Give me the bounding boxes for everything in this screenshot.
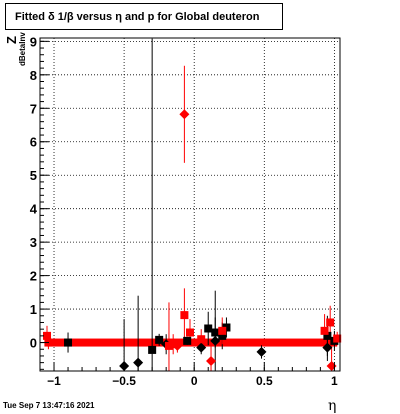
diamond-marker bbox=[210, 335, 221, 346]
square-marker bbox=[64, 338, 73, 347]
square-marker bbox=[197, 335, 206, 344]
square-marker bbox=[320, 326, 329, 335]
diamond-marker bbox=[322, 342, 333, 353]
error-bars bbox=[46, 38, 338, 371]
square-marker bbox=[222, 323, 231, 332]
square-marker bbox=[333, 334, 342, 343]
x-tick-label: 0 bbox=[191, 374, 198, 388]
square-marker bbox=[169, 340, 178, 349]
diamond-marker bbox=[179, 109, 190, 120]
diamond-marker bbox=[133, 357, 144, 368]
y-tick-label: 0 bbox=[30, 336, 37, 351]
square-marker bbox=[218, 331, 227, 340]
y-tick-label: 1 bbox=[30, 302, 37, 317]
square-marker bbox=[183, 336, 192, 345]
y-tick-label: 5 bbox=[30, 168, 37, 183]
x-axis-label: η bbox=[328, 398, 337, 414]
square-marker bbox=[148, 345, 157, 354]
square-marker bbox=[218, 326, 227, 335]
diamond-marker bbox=[326, 360, 337, 371]
x-tick-label: 0.5 bbox=[256, 374, 273, 388]
plot-frame bbox=[39, 37, 341, 372]
square-marker bbox=[164, 341, 173, 350]
y-tick-label: 7 bbox=[30, 101, 37, 116]
x-tick-label: 1 bbox=[331, 374, 338, 388]
square-marker bbox=[211, 328, 220, 337]
y-tick-label: 8 bbox=[30, 68, 37, 83]
square-marker bbox=[186, 328, 194, 337]
diamond-marker bbox=[256, 346, 267, 357]
y-tick-label: 2 bbox=[30, 269, 37, 284]
square-marker bbox=[43, 331, 52, 340]
y-axis: 0 1 2 3 4 5 6 7 8 9 bbox=[30, 34, 49, 370]
y-tick-label: 6 bbox=[30, 135, 37, 150]
plot-title: Fitted δ 1/β versus η and p for Global d… bbox=[5, 3, 283, 30]
square-marker bbox=[326, 318, 335, 327]
x-tick-label: −0.5 bbox=[112, 374, 136, 388]
datestamp: Tue Sep 7 13:47:16 2021 bbox=[3, 401, 95, 410]
y-tick-label: 9 bbox=[30, 34, 37, 49]
y-axis-label-subscript: dBetaInv bbox=[18, 32, 27, 66]
diamond-marker bbox=[196, 342, 207, 353]
y-tick-label: 4 bbox=[30, 202, 38, 217]
zero-level-band bbox=[47, 338, 338, 347]
diamond-marker bbox=[172, 340, 183, 351]
square-marker bbox=[323, 331, 332, 340]
square-marker bbox=[180, 311, 189, 320]
x-axis: −1 −0.5 0 0.5 1 bbox=[39, 362, 338, 388]
square-marker bbox=[204, 324, 213, 333]
x-tick-label: −1 bbox=[47, 374, 61, 388]
diamond-marker bbox=[206, 355, 217, 366]
y-axis-label: Z bbox=[4, 36, 19, 44]
y-tick-label: 3 bbox=[30, 235, 37, 250]
zero-band bbox=[47, 338, 338, 347]
data-points bbox=[43, 109, 342, 371]
square-marker bbox=[155, 335, 164, 344]
